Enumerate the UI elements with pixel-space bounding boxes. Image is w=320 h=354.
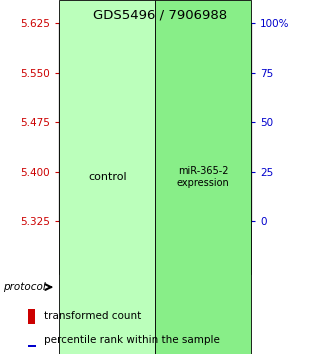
Text: protocol: protocol [3,282,46,292]
Bar [59,0,155,354]
Bar [167,63,191,221]
Bar [119,208,143,221]
Text: transformed count: transformed count [44,312,141,321]
Bar [155,221,203,274]
Text: miR-365-2
expression: miR-365-2 expression [177,166,229,188]
Bar [71,162,95,221]
Bar [155,0,251,354]
Bar [59,221,107,274]
Bar [107,221,155,274]
Text: GSM832616: GSM832616 [79,225,88,280]
Bar [215,219,239,221]
Text: GSM832617: GSM832617 [127,225,136,280]
Text: GSM832614: GSM832614 [175,225,184,280]
Bar [28,346,36,347]
Bar [203,221,251,274]
Text: percentile rank within the sample: percentile rank within the sample [44,335,220,346]
Text: control: control [88,172,126,182]
Bar [28,309,35,324]
Text: GSM832615: GSM832615 [223,225,232,280]
Text: GDS5496 / 7906988: GDS5496 / 7906988 [93,9,227,22]
